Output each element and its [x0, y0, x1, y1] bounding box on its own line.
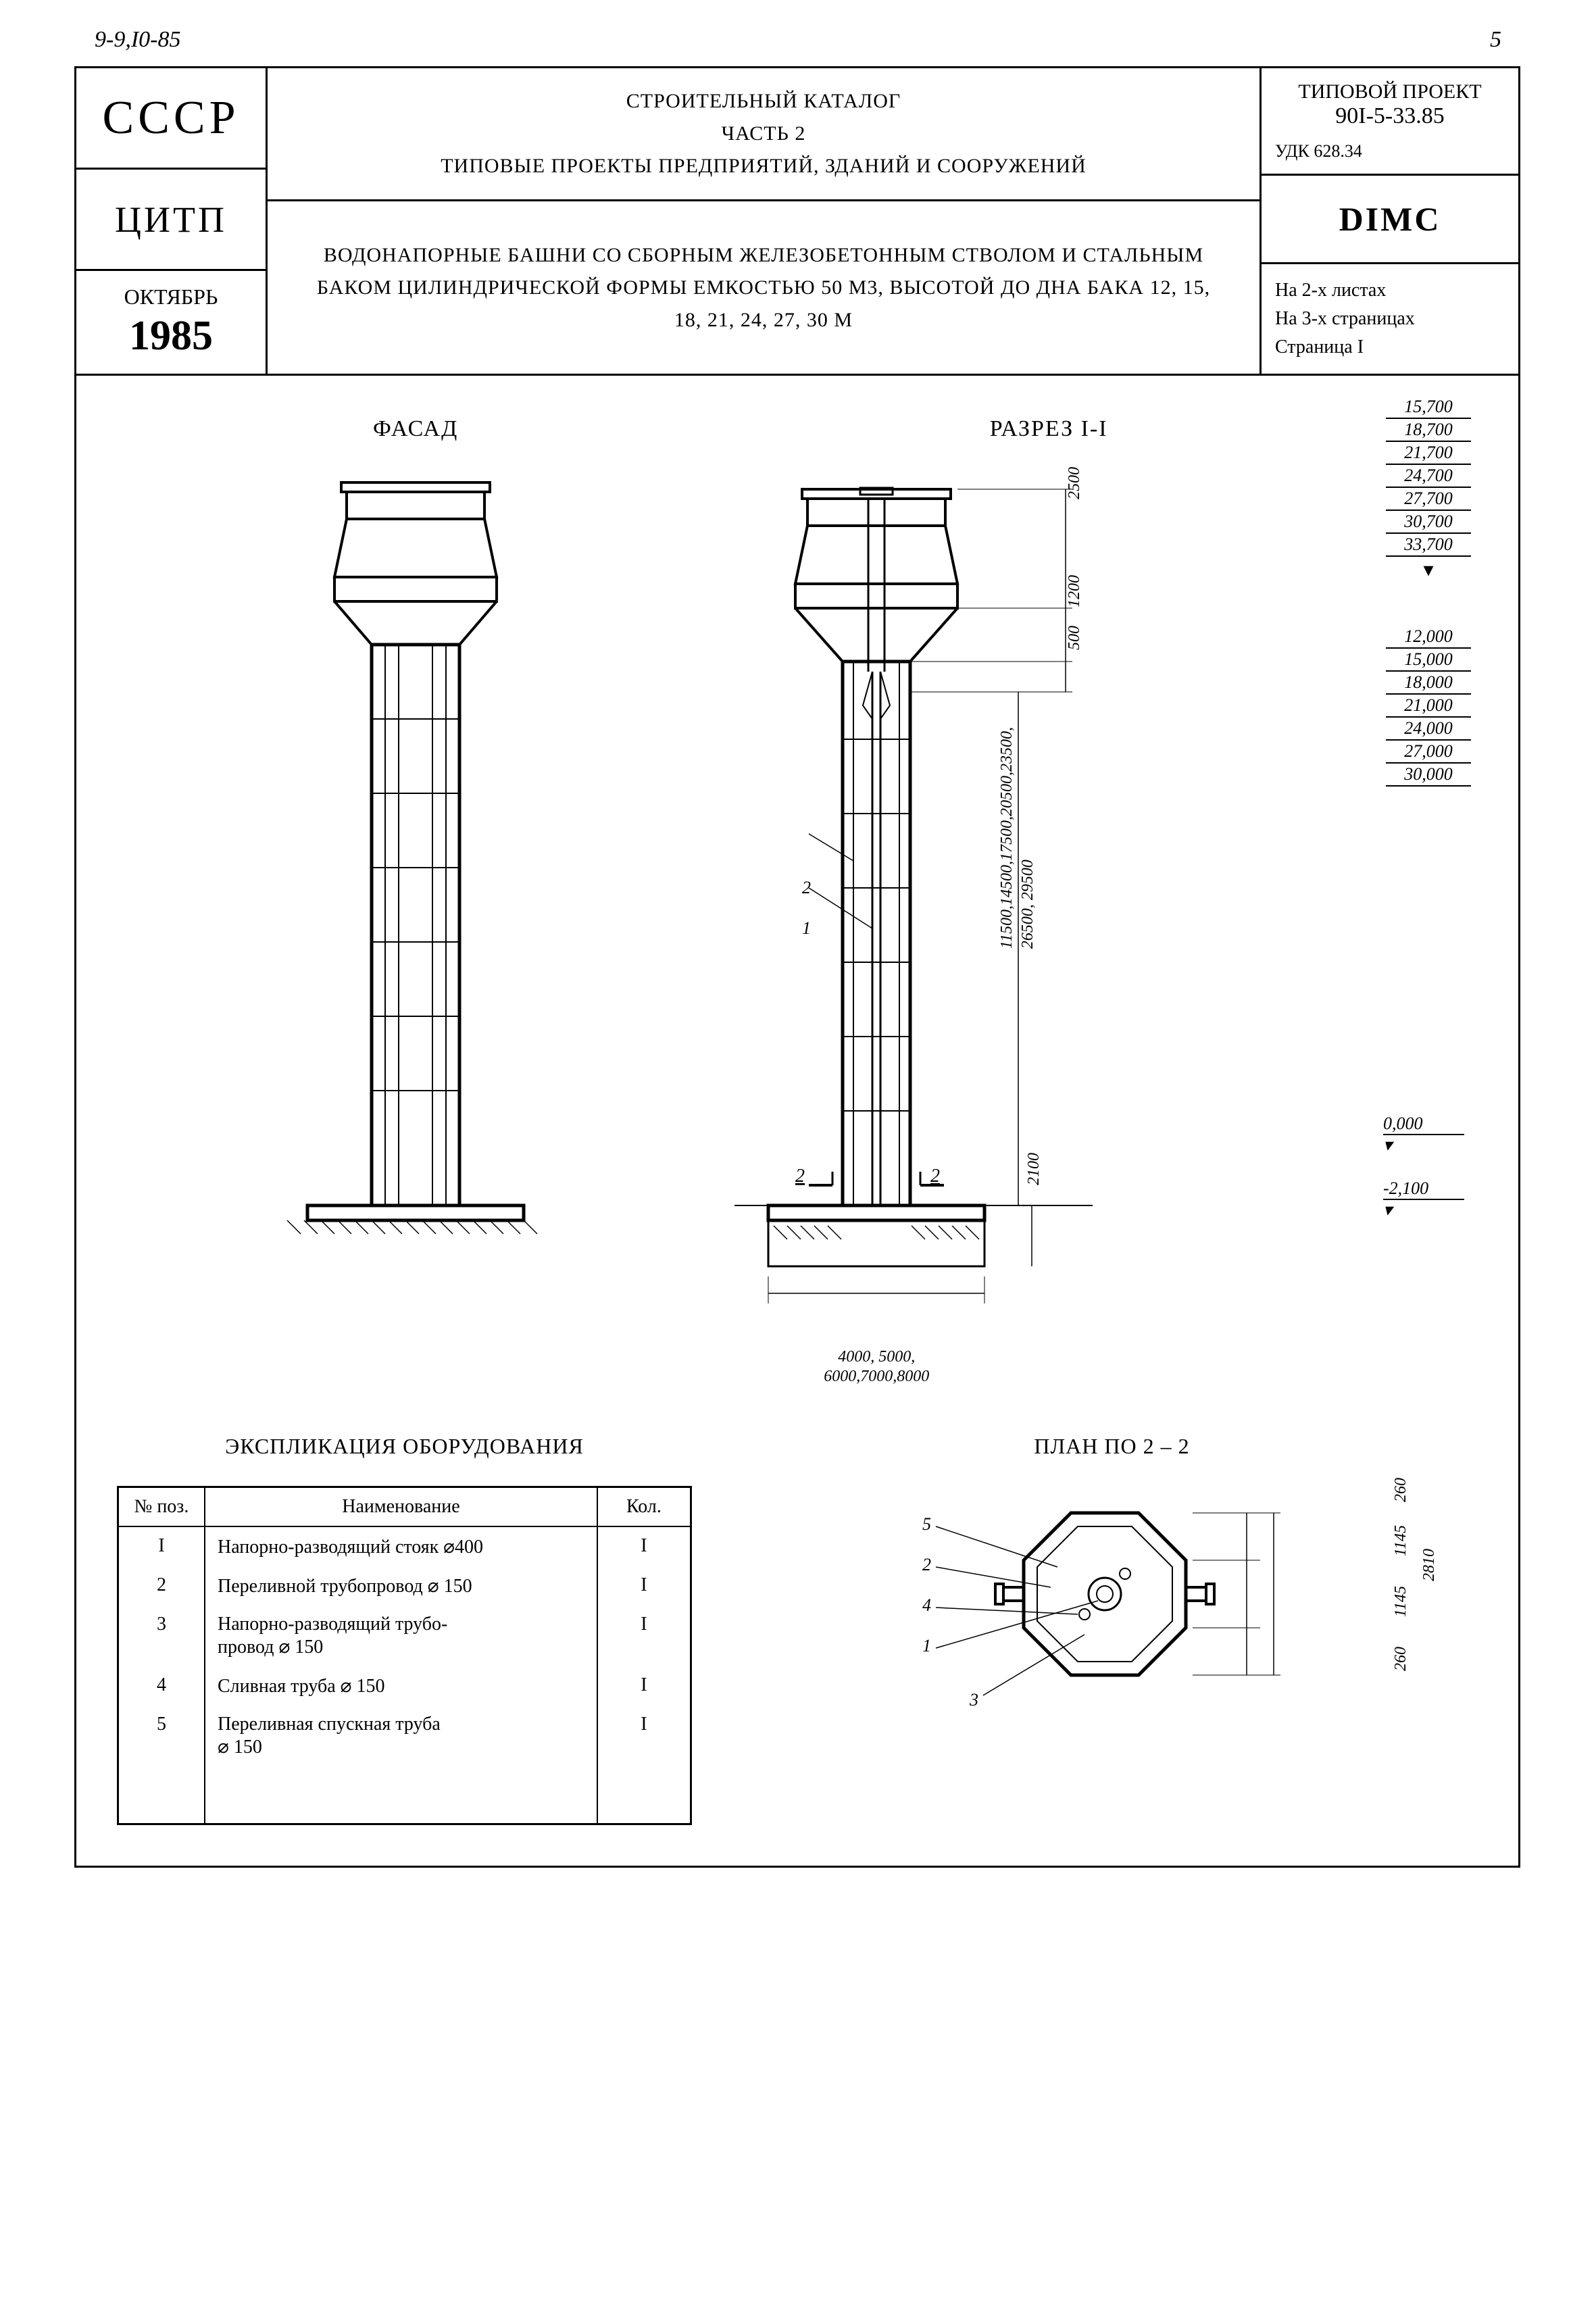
catalog-line2: ЧАСТЬ 2	[308, 118, 1219, 150]
eksp-table: № поз. Наименование Кол. IНапорно-развод…	[117, 1486, 692, 1825]
plan-dim-c: 1145	[1392, 1586, 1410, 1617]
mid-elevations: 12,000 15,000 18,000 21,000 24,000 27,00…	[1386, 626, 1471, 787]
project-description: ВОДОНАПОРНЫЕ БАШНИ СО СБОРНЫМ ЖЕЛЕЗОБЕТО…	[308, 239, 1219, 337]
tp-label: ТИПОВОЙ ПРОЕКТ	[1275, 80, 1505, 103]
table-row: 4Сливная труба ⌀ 150I	[118, 1666, 691, 1706]
eksp-title: ЭКСПЛИКАЦИЯ ОБОРУДОВАНИЯ	[117, 1434, 692, 1459]
eksp-header-qty: Кол.	[597, 1487, 691, 1526]
svg-text:5: 5	[922, 1514, 931, 1534]
top-elevations: 15,700 18,700 21,700 24,700 27,700 30,70…	[1386, 396, 1471, 582]
main-frame: СССР ЦИТП ОКТЯБРЬ 1985 СТРОИТЕЛЬНЫЙ КАТА…	[74, 66, 1520, 1868]
sec-mark-right: 2	[930, 1166, 940, 1187]
page-header: 9-9,I0-85 5	[27, 27, 1569, 66]
table-row: 2Переливной трубопровод ⌀ 150I	[118, 1566, 691, 1605]
foundation-widths: 4000, 5000, 6000,7000,8000	[768, 1347, 984, 1387]
callout-1-text: 1	[802, 918, 811, 938]
section-label: РАЗРЕЗ I-I	[606, 416, 1491, 442]
tank-dim-top: 2500	[1066, 467, 1084, 499]
foundation-depth: 2100	[1025, 1153, 1043, 1185]
eksp-header-pos: № поз.	[118, 1487, 205, 1526]
page-number: 5	[1490, 27, 1501, 53]
plan-dim-b: 1145	[1392, 1525, 1410, 1556]
doc-code: 9-9,I0-85	[95, 27, 180, 53]
catalog-line3: ТИПОВЫЕ ПРОЕКТЫ ПРЕДПРИЯТИЙ, ЗДАНИЙ И СО…	[308, 150, 1219, 182]
year-label: 1985	[129, 312, 213, 360]
plan-dim-d: 260	[1392, 1647, 1410, 1671]
table-row: IНапорно-разводящий стояк ⌀400I	[118, 1526, 691, 1566]
table-row: 3Напорно-разводящий трубо- провод ⌀ 150I	[118, 1605, 691, 1666]
sec-mark-left: 2	[795, 1166, 805, 1187]
ground-elev: 0,000▾	[1383, 1114, 1464, 1155]
table-row: 5Переливная спускная труба ⌀ 150I	[118, 1706, 691, 1766]
tank-dim-bot: 500	[1066, 626, 1084, 650]
month-label: ОКТЯБРЬ	[124, 284, 218, 309]
plan-dim-total: 2810	[1420, 1549, 1439, 1581]
svg-text:3: 3	[969, 1690, 978, 1710]
sheets-info: На 2-х листах	[1275, 276, 1505, 305]
tank-dim-mid: 1200	[1066, 575, 1084, 607]
foundation-elev: -2,100▾	[1383, 1178, 1464, 1220]
section-drawing: 2 1 2 2	[728, 469, 1106, 1347]
plan-label: ПЛАН ПО 2 – 2	[746, 1434, 1478, 1459]
facade-drawing	[267, 469, 564, 1307]
eksp-header-name: Наименование	[205, 1487, 597, 1526]
tp-number: 90I-5-33.85	[1275, 103, 1505, 129]
plan-dim-a: 260	[1392, 1478, 1410, 1502]
svg-text:4: 4	[922, 1595, 931, 1615]
org-label: ЦИТП	[76, 168, 266, 269]
pages-info: На 3-х страницах	[1275, 305, 1505, 333]
svg-text:1: 1	[922, 1636, 931, 1656]
country-label: СССР	[76, 68, 266, 168]
plan-drawing: 5 2 4 1 3	[895, 1479, 1328, 1736]
shaft-heights: 11500,14500,17500,20500,23500, 26500, 29…	[997, 727, 1039, 949]
page-info: Страница I	[1275, 333, 1505, 362]
title-block: СССР ЦИТП ОКТЯБРЬ 1985 СТРОИТЕЛЬНЫЙ КАТА…	[76, 68, 1518, 376]
catalog-line1: СТРОИТЕЛЬНЫЙ КАТАЛОГ	[308, 85, 1219, 118]
dimc-label: DIMC	[1262, 174, 1518, 262]
callout-2-text: 2	[802, 878, 811, 897]
udk-code: УДК 628.34	[1275, 141, 1505, 161]
svg-text:2: 2	[922, 1555, 931, 1574]
